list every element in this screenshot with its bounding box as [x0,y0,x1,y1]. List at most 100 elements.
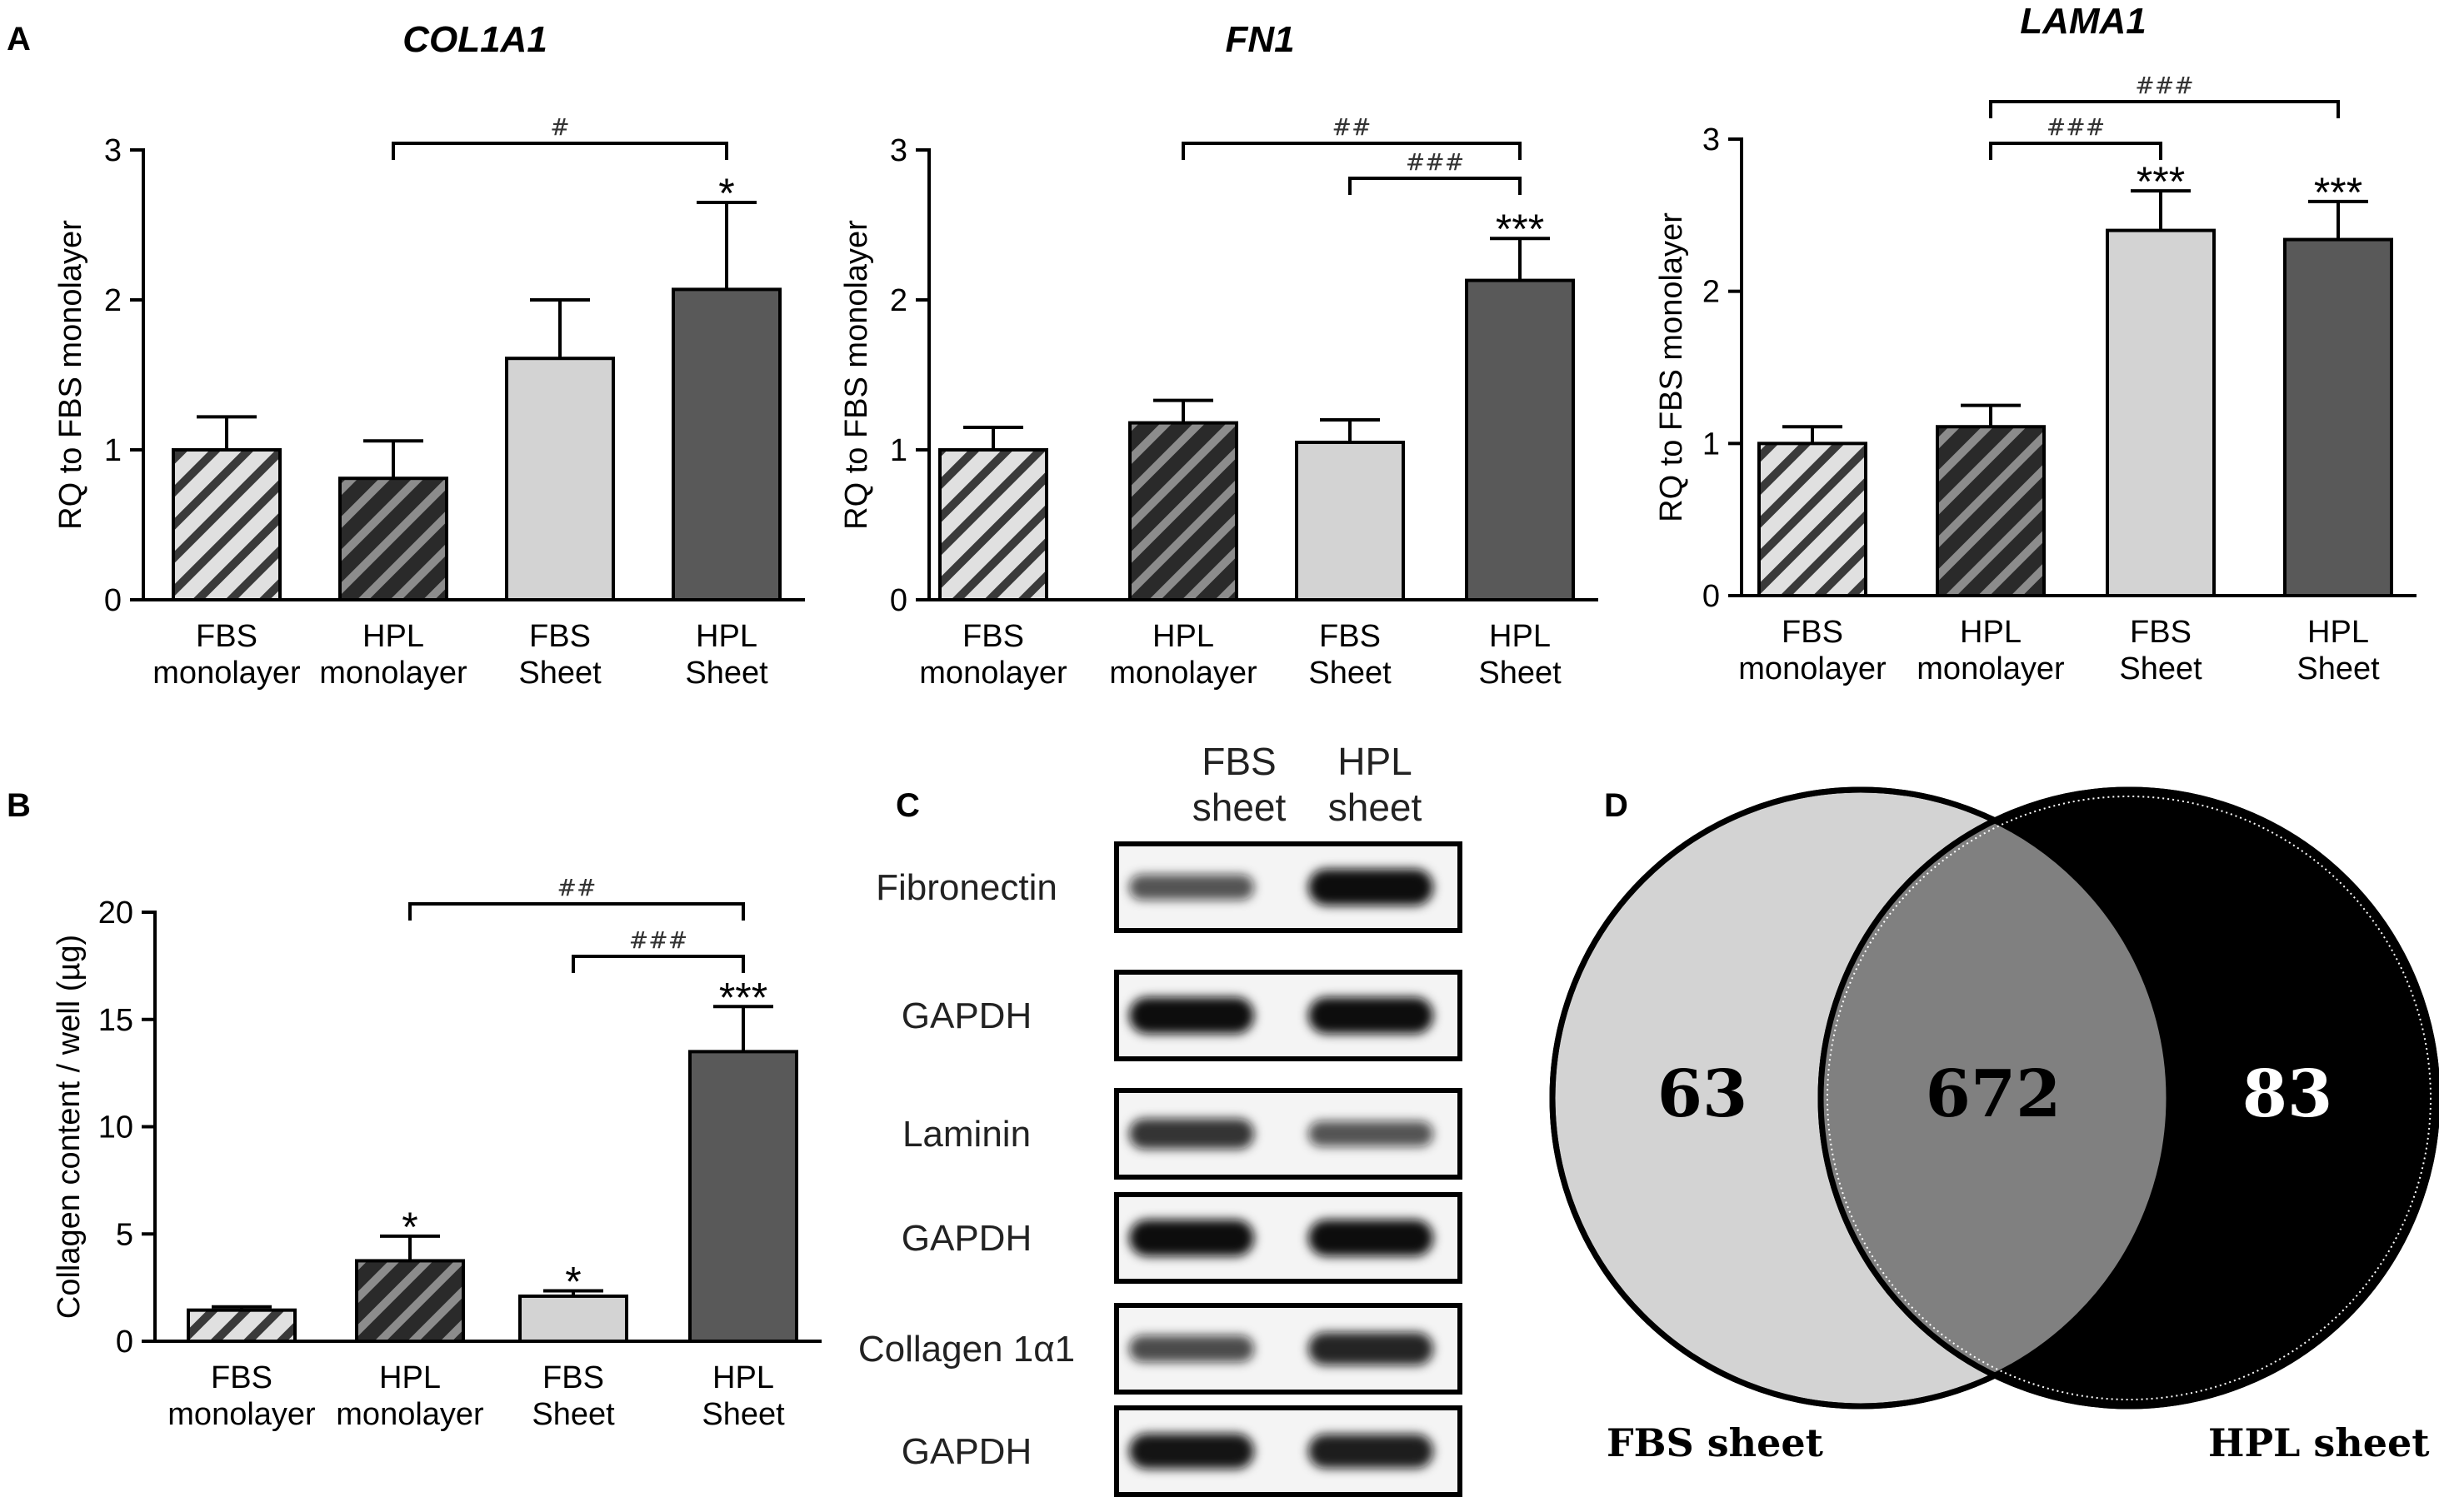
bar [938,448,1048,601]
y-tick-label: 20 [98,896,133,931]
x-tick-label: FBS Sheet [2119,615,2202,686]
y-tick-label: 0 [116,1325,133,1360]
significance-bracket [1182,142,1522,160]
blot-band [1308,1120,1433,1147]
blot-row: Laminin [902,1088,1462,1180]
significance-bracket [572,955,745,973]
chart-title: FN1 [1225,19,1294,60]
y-tick-label: 0 [104,583,122,618]
bar [355,1259,465,1343]
bar [2106,228,2216,597]
blot-row: GAPDH [902,1405,1462,1497]
panel-label-a: A [7,21,31,57]
significance-star: * [718,170,734,217]
x-tick-label: HPL monolayer [336,1360,484,1432]
significance-star: *** [2137,158,2185,205]
blot-row-label: GAPDH [902,1431,1032,1472]
blot-band [1129,1433,1254,1470]
blot-row: Fibronectin [876,841,1462,933]
x-tick-label: HPL Sheet [1478,619,1562,691]
y-tick-label: 5 [116,1217,133,1252]
blot-band [1308,1434,1433,1469]
venn-count-hpl-only: 83 [2242,1056,2333,1132]
x-tick-label: HPL monolayer [319,619,467,691]
chart-fn1: FN1 RQ to FBS monolayer 0 1 2 3 FBS monolayer HP… [839,19,1598,691]
blot-band [1129,1118,1254,1150]
y-tick-label: 0 [1702,579,1720,614]
bar [187,1308,297,1343]
y-tick-label: 2 [104,283,122,318]
venn-diagram: 63 672 83 FBS sheet HPL sheet [1549,786,2439,1465]
bar [505,357,615,601]
y-tick-label: 1 [1702,427,1720,462]
x-tick-label: HPL Sheet [2297,615,2380,686]
bracket-label: ## [557,874,597,901]
bracket-label: ### [629,926,687,954]
venn-count-overlap: 672 [1926,1056,2062,1132]
blot-band [1308,997,1433,1034]
bar [1757,442,1867,597]
y-tick-label: 15 [98,1003,133,1038]
venn-overlap [1821,790,2169,1406]
blot-row-label: Fibronectin [876,867,1057,908]
chart-title: COL1A1 [402,19,547,60]
x-tick-label: HPL Sheet [685,619,768,691]
y-tick-label: 3 [1702,122,1720,157]
significance-bracket [1989,142,2162,160]
significance-star: * [565,1258,581,1305]
blot-row: Collagen 1α1 [858,1303,1462,1395]
blot-band [1129,874,1254,901]
x-tick-label: FBS monolayer [1738,615,1887,686]
x-tick-label: FBS monolayer [167,1360,316,1432]
venn-set-name-hpl: HPL sheet [2208,1420,2430,1465]
y-axis-label: RQ to FBS monolayer [53,220,88,530]
y-tick-label: 3 [890,133,907,168]
x-tick-label: HPL monolayer [1917,615,2065,686]
blot-row: GAPDH [902,970,1462,1061]
y-axis-label: RQ to FBS monolayer [1654,212,1689,522]
bar [172,448,282,601]
bar [1936,425,2046,597]
y-tick-label: 1 [104,433,122,468]
y-axis-label: RQ to FBS monolayer [839,220,874,530]
chart-collagen-content: Collagen content / well (µg) 0 5 10 15 20 FBS m… [52,874,822,1432]
x-tick-label: FBS Sheet [518,619,602,691]
bracket-label: ## [1332,113,1372,141]
bar [1295,441,1405,601]
chart-col1a1: COL1A1 RQ to FBS monolayer 0 1 2 3 FBS monolaye… [53,19,805,691]
x-tick-label: FBS monolayer [152,619,301,691]
significance-star: *** [719,974,767,1020]
blot-row: GAPDH [902,1192,1462,1284]
bracket-label: # [550,113,569,141]
x-tick-label: FBS monolayer [919,619,1067,691]
western-blot: FBS sheet HPL sheet Fibronectin GAPDH Lamini… [858,740,1462,1497]
significance-star: *** [2314,169,2362,216]
bar [1128,421,1238,601]
x-tick-label: FBS Sheet [532,1360,615,1432]
blot-band [1308,1332,1433,1365]
blot-row-label: Laminin [902,1114,1031,1155]
blot-row-label: GAPDH [902,996,1032,1036]
bar [672,287,782,601]
bracket-label: ### [1406,148,1464,176]
significance-bracket [1348,177,1522,195]
x-tick-label: HPL Sheet [702,1360,785,1432]
blot-band [1129,1220,1254,1256]
blot-row-label: GAPDH [902,1218,1032,1259]
y-tick-label: 2 [890,283,907,318]
blot-row-label: Collagen 1α1 [858,1329,1075,1370]
x-tick-label: HPL monolayer [1109,619,1257,691]
y-tick-label: 3 [104,133,122,168]
y-tick-label: 10 [98,1110,133,1145]
y-tick-label: 1 [890,433,907,468]
bar [688,1050,798,1343]
blot-band [1129,1335,1254,1362]
significance-star: * [402,1204,417,1250]
significance-star: *** [1496,206,1544,252]
blot-band [1308,1220,1433,1256]
significance-bracket [1989,100,2340,118]
panel-label-d: D [1604,787,1628,824]
x-tick-label: FBS Sheet [1308,619,1392,691]
blot-band [1129,997,1254,1034]
